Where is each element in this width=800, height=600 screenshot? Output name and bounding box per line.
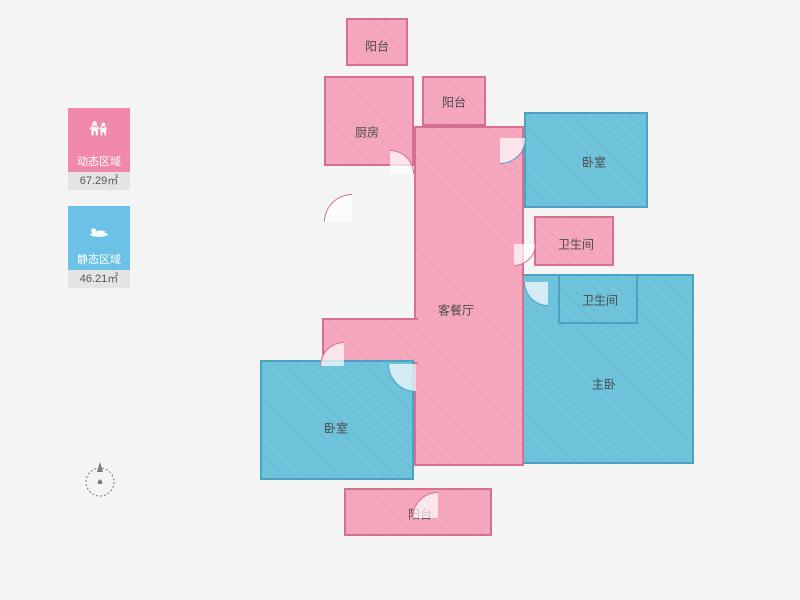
room-label-master-bedroom: 主卧 — [592, 376, 616, 393]
door-arc-3 — [514, 244, 536, 266]
room-living-dining — [414, 126, 524, 466]
legend-static: 静态区域 46.21㎡ — [68, 206, 130, 288]
room-label-bathroom-blue: 卫生间 — [582, 292, 618, 309]
legend-static-value: 46.21㎡ — [68, 270, 130, 288]
room-label-bedroom-sw: 卧室 — [324, 420, 348, 437]
room-label-bedroom-ne: 卧室 — [582, 154, 606, 171]
door-arc-0 — [324, 194, 352, 222]
people-icon — [68, 108, 130, 152]
legend-dynamic-title: 动态区域 — [68, 152, 130, 172]
stage: 动态区域 67.29㎡ 静态区域 46.21㎡ 阳台厨房阳台卧室卫生间主卧客餐厅… — [0, 0, 800, 600]
room-label-living-dining: 客餐厅 — [438, 302, 474, 319]
legend-static-title: 静态区域 — [68, 250, 130, 270]
legend-dynamic: 动态区域 67.29㎡ — [68, 108, 130, 190]
room-label-balcony-top: 阳台 — [365, 38, 389, 55]
room-label-kitchen: 厨房 — [355, 124, 379, 141]
sleeping-icon — [68, 206, 130, 250]
compass-icon — [80, 460, 120, 500]
legend-dynamic-value: 67.29㎡ — [68, 172, 130, 190]
room-label-balcony-mid: 阳台 — [442, 94, 466, 111]
floor-plan: 阳台厨房阳台卧室卫生间主卧客餐厅卧室阳台卫生间 — [224, 18, 722, 558]
room-label-bathroom-pink: 卫生间 — [558, 236, 594, 253]
